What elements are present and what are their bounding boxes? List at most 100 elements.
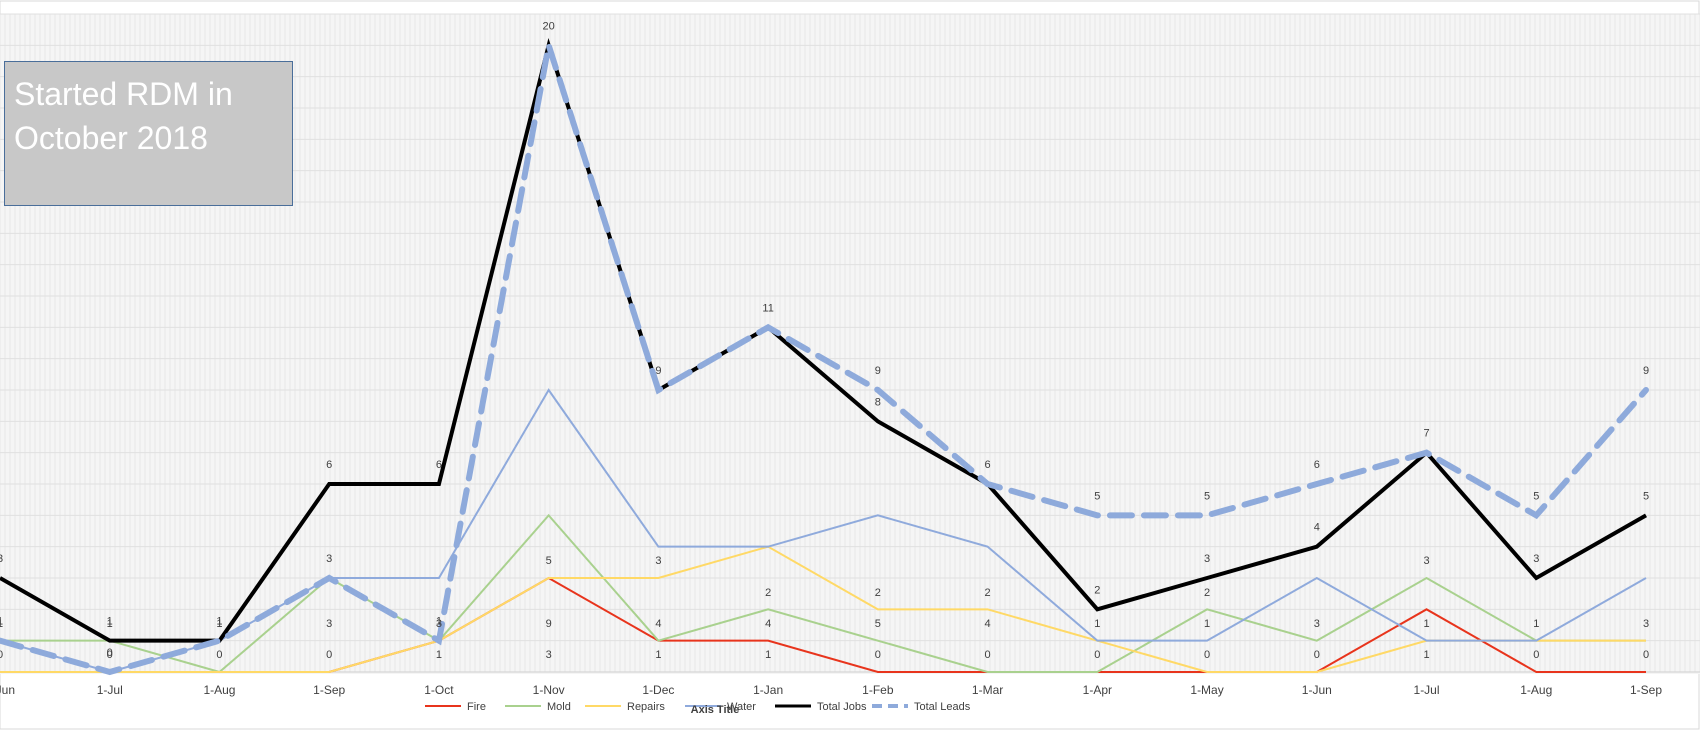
- data-label-series-value: 1: [1423, 649, 1429, 661]
- data-label-series-value: 0: [326, 649, 332, 661]
- x-tick-label: 1-Oct: [424, 683, 454, 697]
- data-label-series-value: 5: [875, 618, 881, 630]
- data-label-total-jobs: 4: [1314, 522, 1320, 534]
- legend-label: Fire: [467, 701, 486, 713]
- legend-item-mold: Mold: [505, 701, 571, 713]
- data-label-series-value: 0: [1314, 649, 1320, 661]
- data-label-series-value: 0: [985, 649, 991, 661]
- data-label-total-leads: 1: [436, 616, 442, 628]
- x-tick-label: 1-Apr: [1083, 683, 1112, 697]
- data-label-total-jobs: 5: [1643, 490, 1649, 502]
- data-label-series-value: 1: [1533, 618, 1539, 630]
- x-axis-ticks: 1-Jun 1-Jul 1-Aug 1-Sep 1-Oct 1-Nov 1-Dec 1-Jan…: [0, 683, 1662, 697]
- data-label-series-value: 4: [655, 618, 661, 630]
- data-label-series-value: 0: [1094, 649, 1100, 661]
- data-label-total-jobs: 11: [762, 302, 773, 314]
- data-label-series-value: 3: [326, 618, 332, 630]
- data-label-series-value: 1: [1423, 618, 1429, 630]
- legend-item-total-jobs: Total Jobs: [775, 701, 867, 713]
- data-label-series-value: 1: [436, 649, 442, 661]
- data-label-series-value: 3: [546, 649, 552, 661]
- x-tick-label: 1-Jun: [1302, 683, 1332, 697]
- x-tick-label: 1-Nov: [533, 683, 565, 697]
- legend: Fire Mold Repairs Water Total Jobs Total Lead…: [425, 701, 971, 713]
- data-label-total-leads: 5: [1204, 490, 1210, 502]
- x-tick-label: 1-Aug: [203, 683, 235, 697]
- data-label-total-jobs: 7: [1423, 428, 1429, 440]
- data-label-series-value: 0: [1643, 649, 1649, 661]
- x-tick-label: 1-Jun: [0, 683, 15, 697]
- legend-item-total-leads: Total Leads: [872, 701, 971, 713]
- legend-label: Repairs: [627, 701, 665, 713]
- data-label-series-value: 0: [1533, 649, 1539, 661]
- x-tick-label: 1-Aug: [1520, 683, 1552, 697]
- data-label-series-value: 1: [655, 649, 661, 661]
- data-label-series-value: 3: [1314, 618, 1320, 630]
- x-tick-label: 1-Sep: [313, 683, 345, 697]
- data-label-total-leads: 0: [107, 647, 113, 659]
- data-label-series-value: 0: [0, 649, 3, 661]
- series-line-total-leads: [0, 44, 1649, 676]
- gridlines: [0, 13, 1700, 673]
- data-label-series-value: 1: [216, 618, 222, 630]
- data-label-total-jobs: 2: [1094, 584, 1100, 596]
- legend-item-fire: Fire: [425, 701, 486, 713]
- data-label-total-jobs: 1: [107, 616, 113, 628]
- data-label-total-jobs: 20: [543, 20, 555, 32]
- x-tick-label: 1-Jul: [1414, 683, 1440, 697]
- data-label-total-jobs: 6: [436, 459, 442, 471]
- x-tick-label: 1-Jul: [97, 683, 123, 697]
- data-label-total-leads: 5: [1094, 490, 1100, 502]
- series-line-repairs: [0, 545, 1646, 673]
- data-label-series-value: 1: [1094, 618, 1100, 630]
- data-label-series-value: 1: [1204, 618, 1210, 630]
- data-label-series-value: 1: [107, 618, 113, 630]
- data-label-total-jobs: 3: [1204, 553, 1210, 565]
- legend-item-water: Water: [685, 701, 756, 713]
- data-label-series-value: 5: [546, 555, 552, 567]
- data-label-total-leads: 3: [326, 553, 332, 565]
- data-label-total-jobs: 3: [0, 553, 3, 565]
- data-label-series-value: 4: [985, 618, 991, 630]
- data-label-series-value: 3: [1643, 618, 1649, 630]
- x-tick-label: 1-Sep: [1630, 683, 1662, 697]
- x-tick-label: 1-Feb: [862, 683, 894, 697]
- data-label-total-jobs: 8: [875, 396, 881, 408]
- data-label-series-value: 2: [875, 587, 881, 599]
- x-tick-label: 1-Mar: [972, 683, 1003, 697]
- data-label-series-value: 0: [107, 649, 113, 661]
- data-label-total-leads: 9: [1643, 365, 1649, 377]
- x-axis-title: Axis Title: [691, 704, 740, 716]
- data-label-series-value: 3: [1423, 555, 1429, 567]
- x-tick-label: 1-Jan: [753, 683, 783, 697]
- data-label-series-value: 3: [436, 618, 442, 630]
- data-labels: 3110163612091189625354673559000013110000…: [0, 20, 1649, 661]
- data-label-series-value: 4: [765, 618, 771, 630]
- x-tick-label: 1-Dec: [642, 683, 674, 697]
- data-label-total-leads: 1: [0, 616, 3, 628]
- data-label-total-leads: 6: [1314, 459, 1320, 471]
- x-tick-label: 1-May: [1190, 683, 1223, 697]
- data-label-series-value: 1: [765, 649, 771, 661]
- annotation-box: Started RDM in October 2018: [4, 61, 293, 206]
- legend-label: Mold: [547, 701, 571, 713]
- legend-item-repairs: Repairs: [585, 701, 665, 713]
- legend-label: Water: [727, 701, 756, 713]
- data-label-series-value: 2: [1204, 587, 1210, 599]
- data-label-total-leads: 9: [875, 365, 881, 377]
- data-label-series-value: 3: [655, 555, 661, 567]
- data-label-series-value: 0: [216, 649, 222, 661]
- legend-label: Total Jobs: [817, 701, 867, 713]
- data-label-total-jobs: 6: [985, 459, 991, 471]
- data-label-total-jobs: 3: [1533, 553, 1539, 565]
- data-label-series-value: 0: [1204, 649, 1210, 661]
- data-label-series-value: 2: [765, 587, 771, 599]
- data-label-total-jobs: 9: [655, 365, 661, 377]
- data-label-total-jobs: 6: [326, 459, 332, 471]
- data-label-series-value: 9: [546, 618, 552, 630]
- data-label-total-jobs: 1: [216, 616, 222, 628]
- data-label-total-leads: 5: [1533, 490, 1539, 502]
- data-label-series-value: 0: [875, 649, 881, 661]
